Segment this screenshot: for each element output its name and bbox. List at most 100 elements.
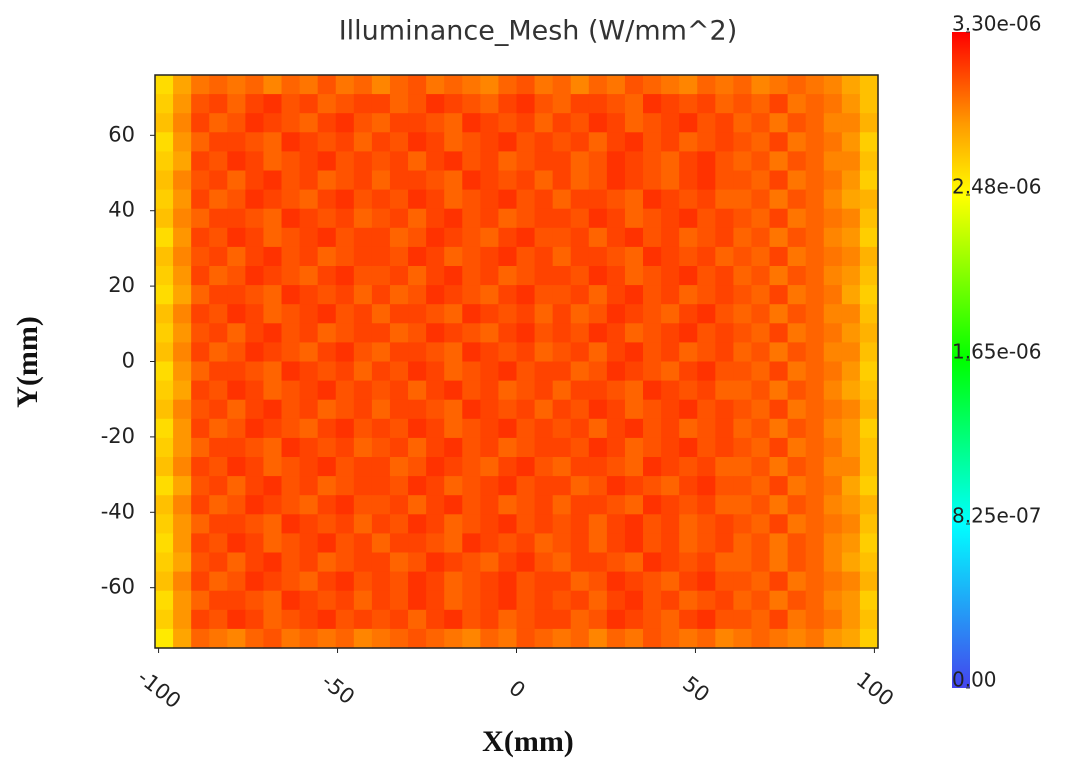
heatmap-cell [209, 495, 228, 515]
heatmap-cell [552, 113, 572, 133]
heatmap-cell [679, 380, 698, 401]
heatmap-cell [841, 151, 861, 172]
heatmap-cell [570, 418, 590, 439]
heatmap-cell [697, 571, 716, 592]
heatmap-cell [444, 495, 463, 515]
heatmap-cell [606, 514, 626, 534]
heatmap-cell [227, 227, 246, 248]
heatmap-cell [751, 628, 771, 649]
heatmap-cell [823, 437, 843, 458]
heatmap-cell [679, 208, 698, 229]
heatmap-cell [643, 304, 662, 324]
heatmap-cell [408, 495, 427, 515]
heatmap-cell [408, 590, 427, 611]
heatmap-cell [371, 399, 391, 420]
heatmap-cell [462, 495, 481, 515]
heatmap-cell [841, 418, 861, 439]
heatmap-cell [299, 552, 319, 573]
heatmap-cell [227, 476, 246, 496]
heatmap-cell [335, 208, 355, 229]
heatmap-cell [697, 75, 716, 95]
heatmap-cell [498, 132, 518, 152]
colorbar-tick-label: 2.48e-06 [952, 175, 1042, 199]
heatmap-cell [733, 75, 753, 95]
heatmap-cell [480, 151, 500, 172]
heatmap-cell [787, 75, 807, 95]
heatmap-cell [173, 94, 192, 114]
heatmap-cell [679, 437, 698, 458]
heatmap-cell [209, 609, 228, 630]
heatmap-cell [624, 75, 644, 95]
heatmap-cell [317, 418, 337, 439]
heatmap-cell [679, 151, 698, 172]
heatmap-cell [389, 514, 409, 534]
heatmap-cell [408, 437, 427, 458]
heatmap-cell [679, 533, 698, 554]
heatmap-cell [823, 189, 843, 210]
heatmap-cell [570, 113, 590, 133]
heatmap-cell [733, 323, 753, 343]
heatmap-cell [715, 246, 734, 267]
heatmap-cell [408, 113, 427, 133]
heatmap-cell [444, 628, 463, 649]
heatmap-cell [624, 380, 644, 401]
heatmap-cell [498, 628, 518, 649]
heatmap-cell [823, 590, 843, 611]
heatmap-cell [787, 94, 807, 114]
heatmap-cell [661, 323, 680, 343]
heatmap-cell [643, 628, 662, 649]
heatmap-cell [408, 514, 427, 534]
heatmap-cell [715, 151, 734, 172]
heatmap-cell [859, 94, 879, 114]
heatmap-cell [444, 189, 463, 210]
heatmap-cell [498, 285, 518, 305]
heatmap-cell [733, 437, 753, 458]
heatmap-cell [281, 628, 301, 649]
heatmap-cell [281, 132, 301, 152]
heatmap-cell [606, 113, 626, 133]
heatmap-cell [534, 113, 554, 133]
heatmap-cell [317, 113, 337, 133]
heatmap-cell [227, 380, 246, 401]
heatmap-cell [335, 533, 355, 554]
heatmap-cell [805, 476, 825, 496]
heatmap-cell [552, 285, 572, 305]
heatmap-cell [679, 75, 698, 95]
heatmap-cell [263, 170, 283, 191]
heatmap-cell [805, 437, 825, 458]
heatmap-cell [733, 533, 753, 554]
heatmap-cell [173, 495, 192, 515]
heatmap-cell [245, 533, 265, 554]
heatmap-cell [733, 170, 753, 191]
heatmap-cell [353, 609, 373, 630]
heatmap-cell [661, 628, 680, 649]
heatmap-cell [371, 113, 391, 133]
heatmap-cell [281, 246, 301, 267]
heatmap-cell [823, 170, 843, 191]
heatmap-cell [371, 628, 391, 649]
heatmap-cell [733, 380, 753, 401]
heatmap-cell [823, 208, 843, 229]
heatmap-cell [606, 571, 626, 592]
heatmap-cell [606, 609, 626, 630]
heatmap-cell [263, 246, 283, 267]
heatmap-cell [426, 151, 445, 172]
heatmap-cell [769, 380, 789, 401]
heatmap-cell [389, 266, 409, 286]
heatmap-cell [534, 418, 554, 439]
heatmap-cell [679, 609, 698, 630]
heatmap-cell [661, 208, 680, 229]
heatmap-cell [534, 533, 554, 554]
heatmap-cell [227, 571, 246, 592]
heatmap-cell [805, 189, 825, 210]
heatmap-cell [335, 418, 355, 439]
heatmap-cell [480, 514, 500, 534]
heatmap-cell [498, 399, 518, 420]
heatmap-cell [317, 457, 337, 477]
heatmap-cell [155, 285, 174, 305]
heatmap-cell [805, 399, 825, 420]
y-tick-label: 40 [108, 198, 135, 222]
heatmap-cell [841, 94, 861, 114]
heatmap-cell [155, 514, 174, 534]
heatmap-cell [173, 151, 192, 172]
